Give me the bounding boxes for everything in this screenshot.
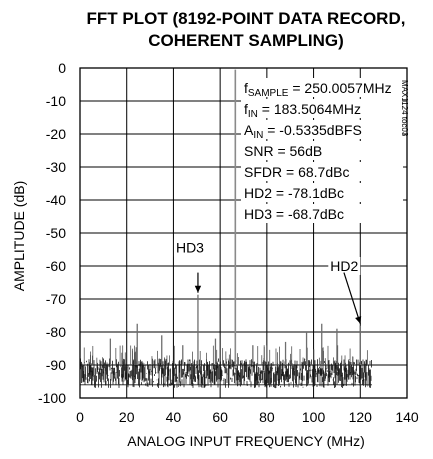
parameter-background bbox=[241, 78, 403, 97]
y-tick-label: -60 bbox=[46, 258, 66, 274]
annotation-arrowhead bbox=[355, 316, 362, 324]
y-tick-label: -20 bbox=[46, 126, 66, 142]
annotation-label: HD3 bbox=[176, 240, 204, 256]
y-tick-label: -90 bbox=[46, 357, 66, 373]
parameter-subscript: SAMPLE bbox=[248, 88, 289, 99]
figure-id: MAX1124 toc03 bbox=[400, 80, 409, 137]
parameter-background bbox=[241, 162, 403, 181]
y-axis-ticks: 0 -10 -20 -30 -40 -50 -60 -70 -80 -90 -100 bbox=[38, 60, 66, 406]
parameter-name: f bbox=[244, 80, 248, 96]
x-axis-label: ANALOG INPUT FREQUENCY (MHz) bbox=[127, 433, 365, 449]
annotation-arrowhead bbox=[194, 285, 202, 293]
parameter-subscript: IN bbox=[253, 130, 263, 141]
plot-frame bbox=[79, 67, 408, 399]
parameter-value: = 183.5064MHz bbox=[258, 101, 361, 117]
y-axis-label: AMPLITUDE (dB) bbox=[11, 181, 27, 291]
x-tick-label: 80 bbox=[259, 409, 275, 425]
chart-title-line-2: COHERENT SAMPLING) bbox=[148, 31, 344, 50]
y-tick-label: -70 bbox=[46, 291, 66, 307]
parameter-name: f bbox=[244, 101, 248, 117]
spectral-peaks bbox=[109, 69, 361, 365]
y-tick-label: -10 bbox=[46, 93, 66, 109]
y-tick-label: -40 bbox=[46, 192, 66, 208]
parameter-line: fIN = 183.5064MHz bbox=[244, 101, 361, 120]
parameter-name: HD2 = -78.1dBc bbox=[244, 185, 344, 201]
y-tick-label: -100 bbox=[38, 390, 66, 406]
y-tick-label: -50 bbox=[46, 225, 66, 241]
x-axis-ticks: 0 20 40 60 80 100 120 140 bbox=[76, 409, 419, 425]
parameter-name: HD3 = -68.7dBc bbox=[244, 206, 344, 222]
parameter-line: HD3 = -68.7dBc bbox=[244, 206, 344, 222]
fft-spectrum bbox=[79, 345, 372, 389]
parameter-background bbox=[241, 99, 403, 118]
grid-lines bbox=[80, 68, 407, 398]
harmonic-annotations: HD3 HD2 bbox=[173, 238, 362, 324]
parameter-subscript: IN bbox=[248, 109, 258, 120]
parameter-line: fSAMPLE = 250.0057MHz bbox=[244, 80, 392, 99]
y-tick-label: -30 bbox=[46, 159, 66, 175]
x-tick-label: 60 bbox=[212, 409, 228, 425]
x-tick-label: 120 bbox=[349, 409, 373, 425]
parameter-line: AIN = -0.5335dBFS bbox=[244, 122, 362, 141]
annotation-label: HD2 bbox=[330, 258, 358, 274]
chart-title-line-1: FFT PLOT (8192-POINT DATA RECORD, bbox=[87, 9, 406, 28]
x-tick-label: 0 bbox=[76, 409, 84, 425]
parameter-background bbox=[241, 120, 403, 139]
parameter-background bbox=[241, 141, 403, 160]
parameter-name: SNR = 56dB bbox=[244, 143, 322, 159]
annotation-background bbox=[173, 238, 206, 257]
annotation-arrow bbox=[343, 272, 361, 324]
x-tick-label: 100 bbox=[302, 409, 326, 425]
x-tick-label: 140 bbox=[395, 409, 419, 425]
x-tick-label: 20 bbox=[119, 409, 135, 425]
y-tick-label: -80 bbox=[46, 324, 66, 340]
parameter-line: SNR = 56dB bbox=[244, 143, 322, 159]
parameter-line: SFDR = 68.7dBc bbox=[244, 164, 349, 180]
x-tick-label: 40 bbox=[166, 409, 182, 425]
parameter-name: A bbox=[244, 122, 254, 138]
parameter-background bbox=[241, 204, 403, 223]
annotation-background bbox=[328, 257, 361, 275]
y-tick-label: 0 bbox=[58, 60, 66, 76]
parameter-name: SFDR = 68.7dBc bbox=[244, 164, 349, 180]
parameter-background bbox=[241, 183, 403, 202]
parameter-value: = 250.0057MHz bbox=[288, 80, 391, 96]
parameter-value: = -0.5335dBFS bbox=[263, 122, 361, 138]
parameter-line: HD2 = -78.1dBc bbox=[244, 185, 344, 201]
